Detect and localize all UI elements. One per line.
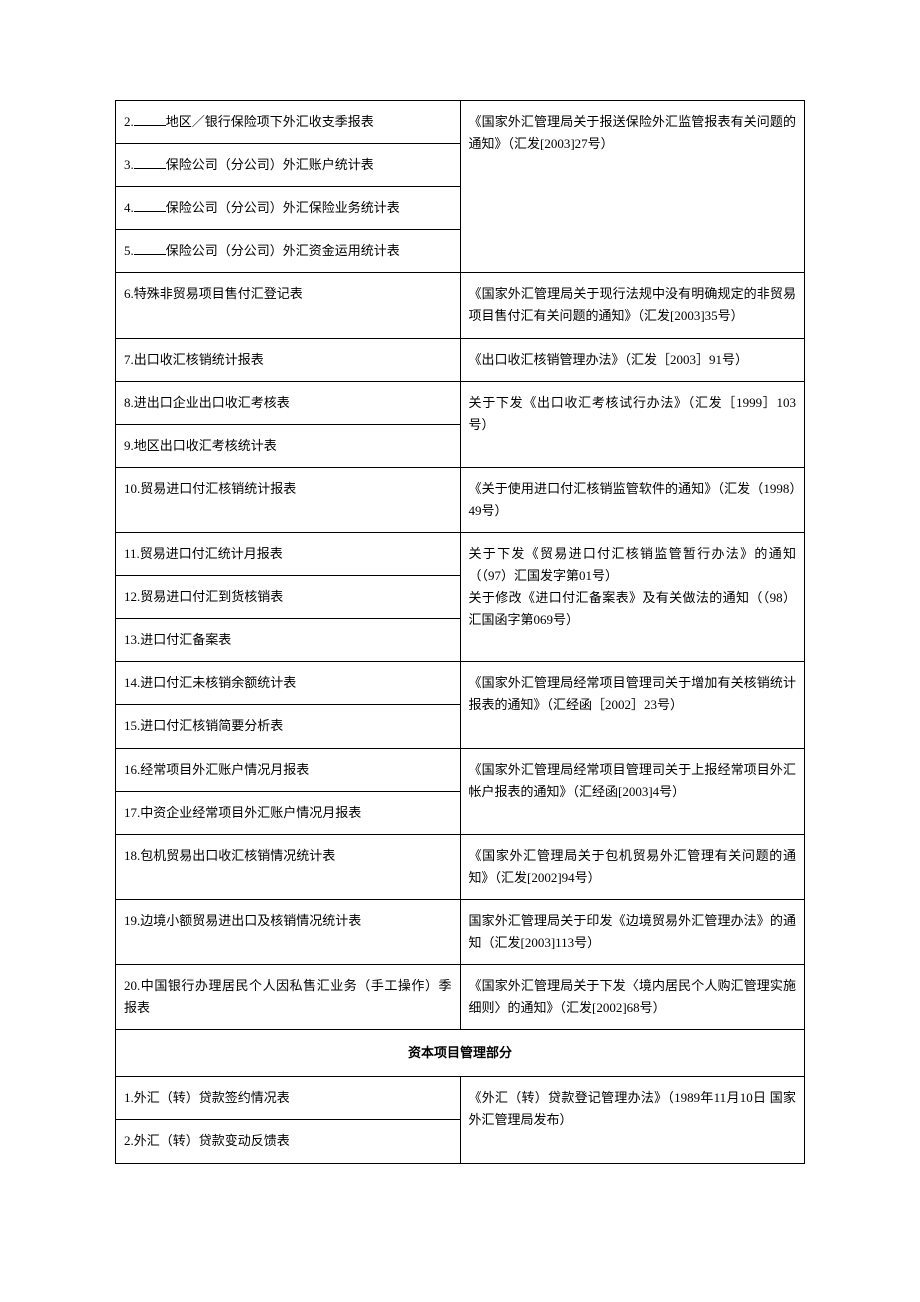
table-row: 8.进出口企业出口收汇考核表 关于下发《出口收汇考核试行办法》（汇发［1999］… bbox=[116, 381, 805, 424]
table-row: 7.出口收汇核销统计报表 《出口收汇核销管理办法》（汇发［2003］91号） bbox=[116, 338, 805, 381]
item-text: 17.中资企业经常项目外汇账户情况月报表 bbox=[124, 805, 361, 820]
item-text: 11.贸易进口付汇统计月报表 bbox=[124, 546, 283, 561]
regulation-cell: 《国家外汇管理局经常项目管理司关于增加有关核销统计报表的通知》（汇经函［2002… bbox=[460, 662, 805, 748]
item-text: 2.外汇（转）贷款变动反馈表 bbox=[124, 1133, 290, 1148]
item-cell: 13.进口付汇备案表 bbox=[116, 619, 461, 662]
item-text: 1.外汇（转）贷款签约情况表 bbox=[124, 1090, 290, 1105]
table-row: 1.外汇（转）贷款签约情况表 《外汇（转）贷款登记管理办法》（1989年11月1… bbox=[116, 1077, 805, 1120]
item-text: 8.进出口企业出口收汇考核表 bbox=[124, 395, 290, 410]
table-row: 16.经常项目外汇账户情况月报表 《国家外汇管理局经常项目管理司关于上报经常项目… bbox=[116, 748, 805, 791]
item-cell: 7.出口收汇核销统计报表 bbox=[116, 338, 461, 381]
item-cell: 1.外汇（转）贷款签约情况表 bbox=[116, 1077, 461, 1120]
item-text: 13.进口付汇备案表 bbox=[124, 632, 231, 647]
item-text: 保险公司（分公司）外汇账户统计表 bbox=[166, 157, 374, 172]
item-cell: 16.经常项目外汇账户情况月报表 bbox=[116, 748, 461, 791]
regulation-cell: 《国家外汇管理局关于下发〈境内居民个人购汇管理实施细则〉的通知》（汇发[2002… bbox=[460, 965, 805, 1030]
regulation-text: 《国家外汇管理局关于现行法规中没有明确规定的非贸易项目售付汇有关问题的通知》（汇… bbox=[469, 286, 797, 323]
section-header-text: 资本项目管理部分 bbox=[408, 1045, 512, 1060]
table-row: 19.边境小额贸易进出口及核销情况统计表 国家外汇管理局关于印发《边境贸易外汇管… bbox=[116, 899, 805, 964]
table-row: 11.贸易进口付汇统计月报表 关于下发《贸易进口付汇核销监管暂行办法》的通知（（… bbox=[116, 533, 805, 576]
regulation-cell: 《出口收汇核销管理办法》（汇发［2003］91号） bbox=[460, 338, 805, 381]
regulation-text: 《国家外汇管理局经常项目管理司关于增加有关核销统计报表的通知》（汇经函［2002… bbox=[469, 675, 797, 712]
item-text: 12.贸易进口付汇到货核销表 bbox=[124, 589, 283, 604]
item-cell: 5.保险公司（分公司）外汇资金运用统计表 bbox=[116, 230, 461, 273]
table-row: 14.进口付汇未核销余额统计表 《国家外汇管理局经常项目管理司关于增加有关核销统… bbox=[116, 662, 805, 705]
item-cell: 19.边境小额贸易进出口及核销情况统计表 bbox=[116, 899, 461, 964]
regulation-cell: 《国家外汇管理局经常项目管理司关于上报经常项目外汇帐户报表的通知》（汇经函[20… bbox=[460, 748, 805, 834]
regulation-text: 《国家外汇管理局关于下发〈境内居民个人购汇管理实施细则〉的通知》（汇发[2002… bbox=[469, 978, 797, 1015]
item-cell: 4.保险公司（分公司）外汇保险业务统计表 bbox=[116, 187, 461, 230]
regulation-cell: 关于下发《出口收汇考核试行办法》（汇发［1999］103号） bbox=[460, 381, 805, 467]
item-text: 6.特殊非贸易项目售付汇登记表 bbox=[124, 286, 303, 301]
table-row: 6.特殊非贸易项目售付汇登记表 《国家外汇管理局关于现行法规中没有明确规定的非贸… bbox=[116, 273, 805, 338]
item-text: 保险公司（分公司）外汇保险业务统计表 bbox=[166, 200, 400, 215]
item-text: 7.出口收汇核销统计报表 bbox=[124, 352, 264, 367]
item-cell: 17.中资企业经常项目外汇账户情况月报表 bbox=[116, 791, 461, 834]
item-cell: 12.贸易进口付汇到货核销表 bbox=[116, 576, 461, 619]
item-cell: 6.特殊非贸易项目售付汇登记表 bbox=[116, 273, 461, 338]
item-cell: 3.保险公司（分公司）外汇账户统计表 bbox=[116, 144, 461, 187]
regulation-text: 关于下发《出口收汇考核试行办法》（汇发［1999］103号） bbox=[469, 395, 797, 432]
item-text: 16.经常项目外汇账户情况月报表 bbox=[124, 762, 309, 777]
item-cell: 10.贸易进口付汇核销统计报表 bbox=[116, 467, 461, 532]
item-text: 15.进口付汇核销简要分析表 bbox=[124, 718, 283, 733]
item-text: 9.地区出口收汇考核统计表 bbox=[124, 438, 277, 453]
section-header-cell: 资本项目管理部分 bbox=[116, 1030, 805, 1077]
item-text: 保险公司（分公司）外汇资金运用统计表 bbox=[166, 243, 400, 258]
item-text: 18.包机贸易出口收汇核销情况统计表 bbox=[124, 848, 335, 863]
regulation-text: 《关于使用进口付汇核销监管软件的通知》（汇发（1998）49号） bbox=[469, 481, 797, 518]
item-text: 10.贸易进口付汇核销统计报表 bbox=[124, 481, 296, 496]
item-text: 19.边境小额贸易进出口及核销情况统计表 bbox=[124, 913, 361, 928]
regulation-text: 《国家外汇管理局关于包机贸易外汇管理有关问题的通知》（汇发[2002]94号） bbox=[469, 848, 797, 885]
item-cell: 2.外汇（转）贷款变动反馈表 bbox=[116, 1120, 461, 1163]
regulation-cell: 关于下发《贸易进口付汇核销监管暂行办法》的通知（（97）汇国发字第01号） 关于… bbox=[460, 533, 805, 662]
table-row: 20.中国银行办理居民个人因私售汇业务（手工操作）季报表 《国家外汇管理局关于下… bbox=[116, 965, 805, 1030]
regulation-text: 《外汇（转）贷款登记管理办法》（1989年11月10日 国家外汇管理局发布） bbox=[469, 1090, 797, 1127]
regulation-text: 《国家外汇管理局经常项目管理司关于上报经常项目外汇帐户报表的通知》（汇经函[20… bbox=[469, 762, 797, 799]
regulation-table: 2.地区／银行保险项下外汇收支季报表 《国家外汇管理局关于报送保险外汇监管报表有… bbox=[115, 100, 805, 1164]
item-cell: 11.贸易进口付汇统计月报表 bbox=[116, 533, 461, 576]
item-cell: 20.中国银行办理居民个人因私售汇业务（手工操作）季报表 bbox=[116, 965, 461, 1030]
item-cell: 15.进口付汇核销简要分析表 bbox=[116, 705, 461, 748]
item-cell: 8.进出口企业出口收汇考核表 bbox=[116, 381, 461, 424]
item-cell: 9.地区出口收汇考核统计表 bbox=[116, 424, 461, 467]
table-row: 10.贸易进口付汇核销统计报表 《关于使用进口付汇核销监管软件的通知》（汇发（1… bbox=[116, 467, 805, 532]
regulation-cell: 《国家外汇管理局关于包机贸易外汇管理有关问题的通知》（汇发[2002]94号） bbox=[460, 834, 805, 899]
regulation-text: 《国家外汇管理局关于报送保险外汇监管报表有关问题的通知》（汇发[2003]27号… bbox=[469, 114, 797, 151]
table-body: 2.地区／银行保险项下外汇收支季报表 《国家外汇管理局关于报送保险外汇监管报表有… bbox=[116, 101, 805, 1164]
regulation-text: 关于下发《贸易进口付汇核销监管暂行办法》的通知（（97）汇国发字第01号） 关于… bbox=[469, 546, 797, 627]
item-cell: 18.包机贸易出口收汇核销情况统计表 bbox=[116, 834, 461, 899]
regulation-cell: 国家外汇管理局关于印发《边境贸易外汇管理办法》的通知（汇发[2003]113号） bbox=[460, 899, 805, 964]
section-header-row: 资本项目管理部分 bbox=[116, 1030, 805, 1077]
item-cell: 2.地区／银行保险项下外汇收支季报表 bbox=[116, 101, 461, 144]
item-text: 14.进口付汇未核销余额统计表 bbox=[124, 675, 296, 690]
regulation-text: 国家外汇管理局关于印发《边境贸易外汇管理办法》的通知（汇发[2003]113号） bbox=[469, 913, 797, 950]
regulation-cell: 《关于使用进口付汇核销监管软件的通知》（汇发（1998）49号） bbox=[460, 467, 805, 532]
item-text: 地区／银行保险项下外汇收支季报表 bbox=[166, 114, 374, 129]
item-cell: 14.进口付汇未核销余额统计表 bbox=[116, 662, 461, 705]
table-row: 18.包机贸易出口收汇核销情况统计表 《国家外汇管理局关于包机贸易外汇管理有关问… bbox=[116, 834, 805, 899]
regulation-cell: 《国家外汇管理局关于报送保险外汇监管报表有关问题的通知》（汇发[2003]27号… bbox=[460, 101, 805, 273]
table-row: 2.地区／银行保险项下外汇收支季报表 《国家外汇管理局关于报送保险外汇监管报表有… bbox=[116, 101, 805, 144]
regulation-cell: 《外汇（转）贷款登记管理办法》（1989年11月10日 国家外汇管理局发布） bbox=[460, 1077, 805, 1163]
item-text: 20.中国银行办理居民个人因私售汇业务（手工操作）季报表 bbox=[124, 978, 452, 1015]
regulation-text: 《出口收汇核销管理办法》（汇发［2003］91号） bbox=[469, 352, 749, 367]
regulation-cell: 《国家外汇管理局关于现行法规中没有明确规定的非贸易项目售付汇有关问题的通知》（汇… bbox=[460, 273, 805, 338]
